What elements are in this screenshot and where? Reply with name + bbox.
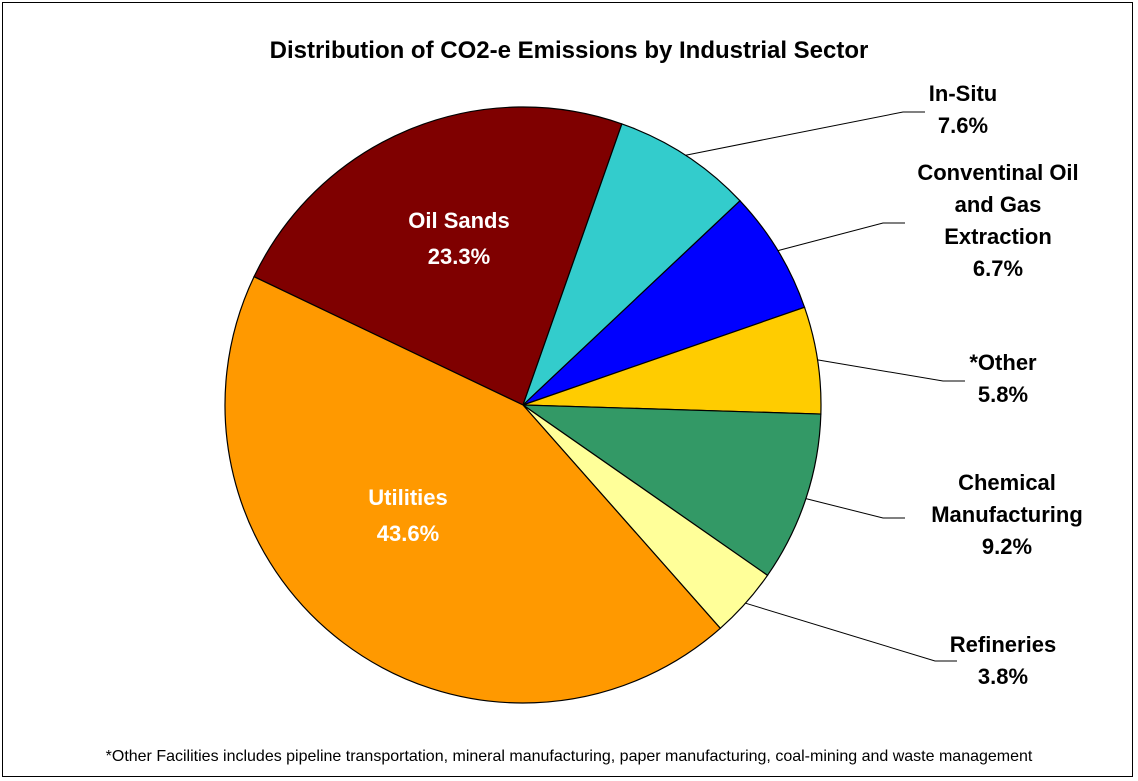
chart-footnote: *Other Facilities includes pipeline tran… xyxy=(105,748,1033,765)
slice-label-conventinal-oil-and-gas-extraction: Conventinal Oil and Gas Extraction 6.7% xyxy=(917,160,1078,281)
slice-label-oil-sands: Oil Sands 23.3% xyxy=(408,208,509,269)
leader-line-conventinal-oil-and-gas-extraction xyxy=(777,222,905,252)
slice-label-in-situ: In-Situ 7.6% xyxy=(929,81,997,138)
slice-label-utilities: Utilities 43.6% xyxy=(368,485,447,546)
leader-line-other xyxy=(817,359,965,382)
chart-title: Distribution of CO2-e Emissions by Indus… xyxy=(269,37,869,64)
leader-line-chemical-manufacturing xyxy=(805,498,905,519)
leader-line-in-situ xyxy=(685,111,925,156)
pie-slice-in-situ xyxy=(522,123,741,406)
leader-line-refineries xyxy=(745,602,957,662)
pie-slice-utilities xyxy=(224,275,722,704)
pie-slice-conventinal-oil-and-gas-extraction xyxy=(522,199,806,406)
slice-labels: Oil Sands 23.3% In-Situ 7.6% Conventinal Oil… xyxy=(368,81,1083,689)
leader-lines xyxy=(685,111,965,662)
pie-slices xyxy=(224,106,822,704)
pie-slice-oil-sands xyxy=(253,106,623,406)
slice-label-refineries: Refineries 3.8% xyxy=(950,632,1056,689)
slice-label-chemical-manufacturing: Chemical Manufacturing 9.2% xyxy=(931,470,1083,559)
slice-label-other: *Other 5.8% xyxy=(969,350,1037,407)
